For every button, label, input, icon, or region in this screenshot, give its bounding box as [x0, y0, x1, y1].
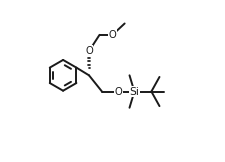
Text: O: O [109, 30, 116, 40]
Text: Si: Si [129, 87, 139, 97]
Text: O: O [85, 46, 93, 56]
Text: O: O [114, 87, 122, 97]
